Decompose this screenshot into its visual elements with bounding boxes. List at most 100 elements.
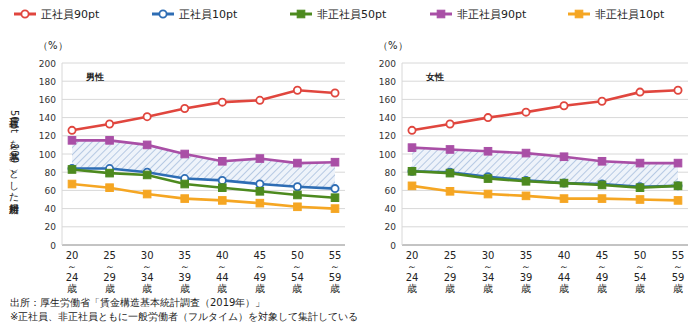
y-tick-label: 160 xyxy=(39,95,56,105)
marker xyxy=(68,180,76,188)
marker xyxy=(674,182,682,190)
marker xyxy=(446,146,454,154)
marker xyxy=(159,10,166,17)
x-tick-label: 55～59歳 xyxy=(329,250,342,294)
marker xyxy=(256,180,263,187)
marker xyxy=(106,184,114,192)
marker xyxy=(560,153,568,161)
marker xyxy=(68,166,76,174)
marker xyxy=(256,97,263,104)
grid-line xyxy=(62,81,345,82)
marker xyxy=(106,137,114,145)
grid-line xyxy=(402,245,688,246)
marker xyxy=(408,167,416,175)
y-tick-label: 180 xyxy=(379,77,396,87)
grid-line xyxy=(402,117,688,118)
legend-label: 非正社員50pt xyxy=(317,8,387,21)
marker xyxy=(598,181,606,189)
marker xyxy=(106,169,114,177)
marker xyxy=(636,89,643,96)
marker xyxy=(674,197,682,205)
marker xyxy=(408,168,415,175)
panel: 020406080100120140160180200（%）女性20～24歳25… xyxy=(378,40,688,294)
legend-label: 正社員10pt xyxy=(179,8,238,21)
panel: 020406080100120140160180200（%）男性20～24歳25… xyxy=(38,40,345,294)
y-tick-label: 60 xyxy=(385,186,397,196)
marker xyxy=(256,155,264,163)
marker xyxy=(674,159,682,167)
series-line xyxy=(72,90,335,130)
marker xyxy=(598,195,606,203)
marker xyxy=(484,114,491,121)
grid-line xyxy=(402,63,688,64)
y-tick-label: 80 xyxy=(385,168,397,178)
legend-item: 正社員90pt xyxy=(14,8,100,21)
plot-area xyxy=(408,87,682,205)
marker xyxy=(408,182,416,190)
series xyxy=(68,165,338,192)
marker xyxy=(636,159,644,167)
x-tick-label: 55～59歳 xyxy=(672,250,685,294)
marker xyxy=(636,196,644,204)
marker xyxy=(219,177,226,184)
axis-line xyxy=(62,63,63,245)
marker xyxy=(219,99,226,106)
legend-item: 正社員10pt xyxy=(152,8,238,21)
marker xyxy=(181,195,189,203)
marker xyxy=(294,191,302,199)
x-tick-label: 35～39歳 xyxy=(178,250,191,294)
grid-line xyxy=(402,135,688,136)
series xyxy=(68,87,338,134)
grid-line xyxy=(62,99,345,100)
marker xyxy=(21,10,28,17)
marker xyxy=(674,87,681,94)
y-tick-label: 40 xyxy=(45,204,57,214)
marker xyxy=(560,179,568,187)
x-tick-label: 50～54歳 xyxy=(291,250,304,294)
y-tick-label: 20 xyxy=(385,222,397,232)
y-tick-label: 80 xyxy=(45,168,57,178)
y-tick-label: 140 xyxy=(379,113,396,123)
y-tick-label: 120 xyxy=(39,131,56,141)
marker xyxy=(331,205,339,213)
footnote: ※正社員、非正社員ともに一般労働者（フルタイム）を対象して集計している xyxy=(10,311,358,322)
y-tick-label: 160 xyxy=(379,95,396,105)
marker xyxy=(331,158,339,166)
x-tick-label: 35～39歳 xyxy=(520,250,533,294)
x-tick-label: 20～24歳 xyxy=(66,250,79,294)
y-tick-label: 0 xyxy=(390,241,396,251)
marker xyxy=(218,197,226,205)
grid-line xyxy=(62,117,345,118)
legend-label: 正社員90pt xyxy=(41,8,100,21)
marker xyxy=(294,159,302,167)
y-tick-label: 100 xyxy=(379,150,396,160)
series xyxy=(408,144,682,167)
series xyxy=(68,166,339,202)
series-line xyxy=(412,90,678,130)
series xyxy=(408,182,682,204)
x-tick-label: 40～44歳 xyxy=(216,250,229,294)
marker xyxy=(575,10,583,18)
footnote: 出所：厚生労働省「賃金構造基本統計調査（2019年）」 xyxy=(10,297,265,308)
y-tick-label: 180 xyxy=(39,77,56,87)
grid-line xyxy=(402,99,688,100)
plot-area xyxy=(68,87,339,213)
y-tick-label: 140 xyxy=(39,113,56,123)
y-tick-label: 120 xyxy=(379,131,396,141)
marker xyxy=(636,184,644,192)
marker xyxy=(256,199,264,207)
marker xyxy=(294,183,301,190)
marker xyxy=(256,188,264,196)
x-tick-label: 30～34歳 xyxy=(482,250,495,294)
marker xyxy=(446,120,453,127)
marker xyxy=(143,190,151,198)
legend-label: 非正社員90pt xyxy=(457,8,527,21)
grid-line xyxy=(62,226,345,227)
y-unit: （%） xyxy=(378,40,408,51)
legend-label: 非正社員10pt xyxy=(595,8,665,21)
marker xyxy=(437,10,445,18)
marker xyxy=(181,180,189,188)
marker xyxy=(331,185,338,192)
x-tick-label: 25～29歳 xyxy=(444,250,457,294)
marker xyxy=(106,120,113,127)
